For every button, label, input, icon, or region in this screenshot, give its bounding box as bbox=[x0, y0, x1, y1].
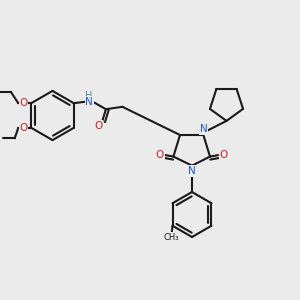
Text: O: O bbox=[94, 121, 103, 131]
Text: N: N bbox=[188, 166, 196, 176]
Text: O: O bbox=[19, 98, 28, 108]
Text: O: O bbox=[219, 150, 228, 160]
Text: CH₃: CH₃ bbox=[163, 233, 179, 242]
Text: O: O bbox=[156, 150, 164, 160]
Text: N: N bbox=[200, 124, 208, 134]
Text: H: H bbox=[85, 91, 93, 101]
Text: O: O bbox=[19, 123, 28, 133]
Text: N: N bbox=[85, 97, 93, 107]
